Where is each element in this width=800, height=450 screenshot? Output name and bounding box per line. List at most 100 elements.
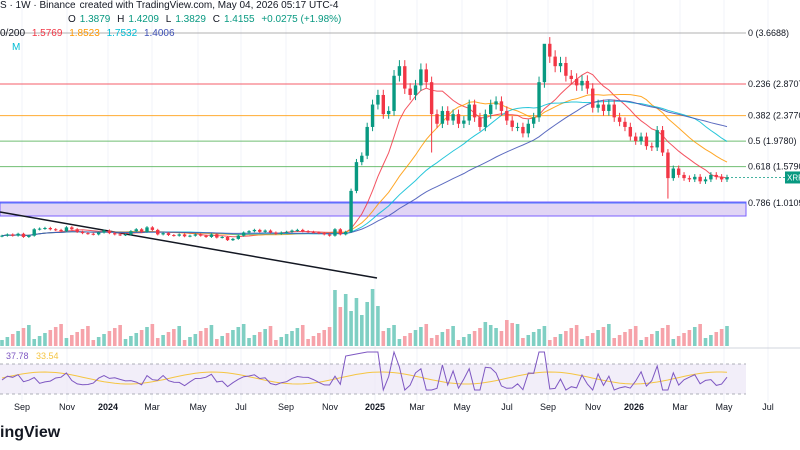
- volume-bar: [483, 322, 488, 346]
- moving-average-line: [1, 99, 728, 237]
- volume-bar: [462, 337, 466, 346]
- candle-body: [521, 126, 525, 134]
- tradingview-logo: ingView: [0, 424, 61, 441]
- volume-bar: [655, 331, 659, 346]
- volume-bar: [252, 335, 257, 346]
- rsi-line: [1, 350, 728, 392]
- volume-bar: [145, 327, 149, 346]
- volume-bar: [698, 324, 702, 346]
- volume-bar: [633, 326, 638, 346]
- volume-bar: [333, 290, 337, 346]
- candle-body: [225, 236, 230, 241]
- candle-body: [682, 174, 686, 179]
- candle-body: [639, 136, 643, 142]
- candle-body: [623, 121, 627, 127]
- candle-body: [182, 234, 187, 237]
- ohlc-c-label: C: [212, 14, 220, 25]
- candle-body: [537, 82, 541, 118]
- volume-bar: [16, 331, 20, 346]
- volume-bar: [585, 336, 590, 346]
- candle-body: [268, 230, 273, 233]
- candle-body: [301, 229, 305, 232]
- volume-bar: [317, 333, 321, 346]
- volume-bar: [639, 340, 643, 346]
- volume-bar: [150, 324, 155, 346]
- candle-body: [96, 232, 101, 235]
- candle-body: [75, 229, 79, 232]
- candle-body: [451, 114, 455, 121]
- volume-bar: [123, 339, 128, 346]
- candle-body: [48, 228, 53, 230]
- candle-body: [515, 126, 520, 128]
- candle-body: [252, 229, 257, 232]
- volume-bar: [284, 334, 289, 346]
- candle-body: [333, 229, 337, 236]
- volume-bar: [215, 339, 219, 346]
- candle-body: [574, 78, 579, 86]
- volume-bar: [521, 338, 525, 346]
- ma-label: 0/200: [0, 28, 26, 39]
- candle-body: [32, 229, 36, 236]
- candle-body: [698, 176, 702, 182]
- volume-bar: [59, 324, 63, 346]
- candle-body: [548, 43, 552, 57]
- volume-bar: [671, 339, 676, 346]
- volume-bar: [327, 327, 332, 346]
- symbol-info: S · 1W · Binance: [0, 0, 76, 11]
- volume-bar: [531, 332, 536, 346]
- candle-body: [241, 232, 246, 236]
- candle-body: [43, 228, 47, 230]
- volume-bar: [429, 338, 434, 346]
- volume-bar: [268, 326, 273, 346]
- x-tick-label: Jul: [762, 402, 774, 412]
- candle-body: [397, 66, 402, 76]
- volume-bar: [499, 331, 504, 346]
- volume-bar: [86, 326, 90, 346]
- candle-body: [274, 232, 278, 234]
- candle-body: [634, 136, 638, 142]
- x-axis: Sep Nov 2024 Mar May Jul Sep Nov 2025 Mar May Jul Se…: [14, 402, 774, 412]
- candle-body: [344, 231, 348, 235]
- volume-bar: [725, 326, 729, 346]
- candle-body: [693, 176, 697, 180]
- volume-bar: [370, 289, 375, 346]
- candle-body: [617, 117, 622, 122]
- volume-bar: [0, 340, 4, 346]
- candle-body: [612, 104, 616, 118]
- price-tag-box: [785, 171, 800, 184]
- ohlc-line: O 1.3879 H 1.4209 L 1.3829 C 1.4155 +0.0275 …: [0, 14, 345, 26]
- candle-body: [360, 155, 364, 163]
- volume-bar: [161, 335, 165, 346]
- rsi-ma-value: 33.54: [36, 351, 59, 361]
- candle-body: [311, 231, 316, 233]
- volume-bar: [80, 329, 85, 346]
- candle-body: [483, 114, 488, 127]
- candle-body: [27, 235, 31, 237]
- header-line1: S · 1W · Binance created with TradingView…: [0, 0, 342, 12]
- candle-body: [489, 104, 493, 115]
- volume-bar: [445, 329, 450, 346]
- candle-body: [193, 234, 198, 236]
- candle-body: [365, 126, 369, 156]
- fib-label: 0.786 (1.0109): [748, 198, 800, 208]
- rsi-value: 37.78: [6, 351, 29, 361]
- candle-body: [601, 104, 606, 111]
- volume-bar: [311, 336, 316, 346]
- candle-body: [462, 120, 466, 124]
- volume-bar: [601, 327, 606, 346]
- x-tick-label: 2025: [365, 402, 385, 412]
- candle-body: [655, 130, 659, 148]
- candle-body: [505, 110, 509, 121]
- volume-bar: [112, 328, 117, 346]
- candle-body: [370, 104, 375, 127]
- volume-bar: [70, 335, 74, 346]
- candle-body: [290, 230, 294, 232]
- candle-body: [564, 62, 568, 76]
- candle-body: [494, 101, 498, 105]
- support-zone: [0, 201, 747, 217]
- candle-body: [150, 227, 155, 230]
- volume-bar: [564, 331, 568, 346]
- candle-body: [703, 179, 708, 182]
- candle-body: [542, 43, 547, 83]
